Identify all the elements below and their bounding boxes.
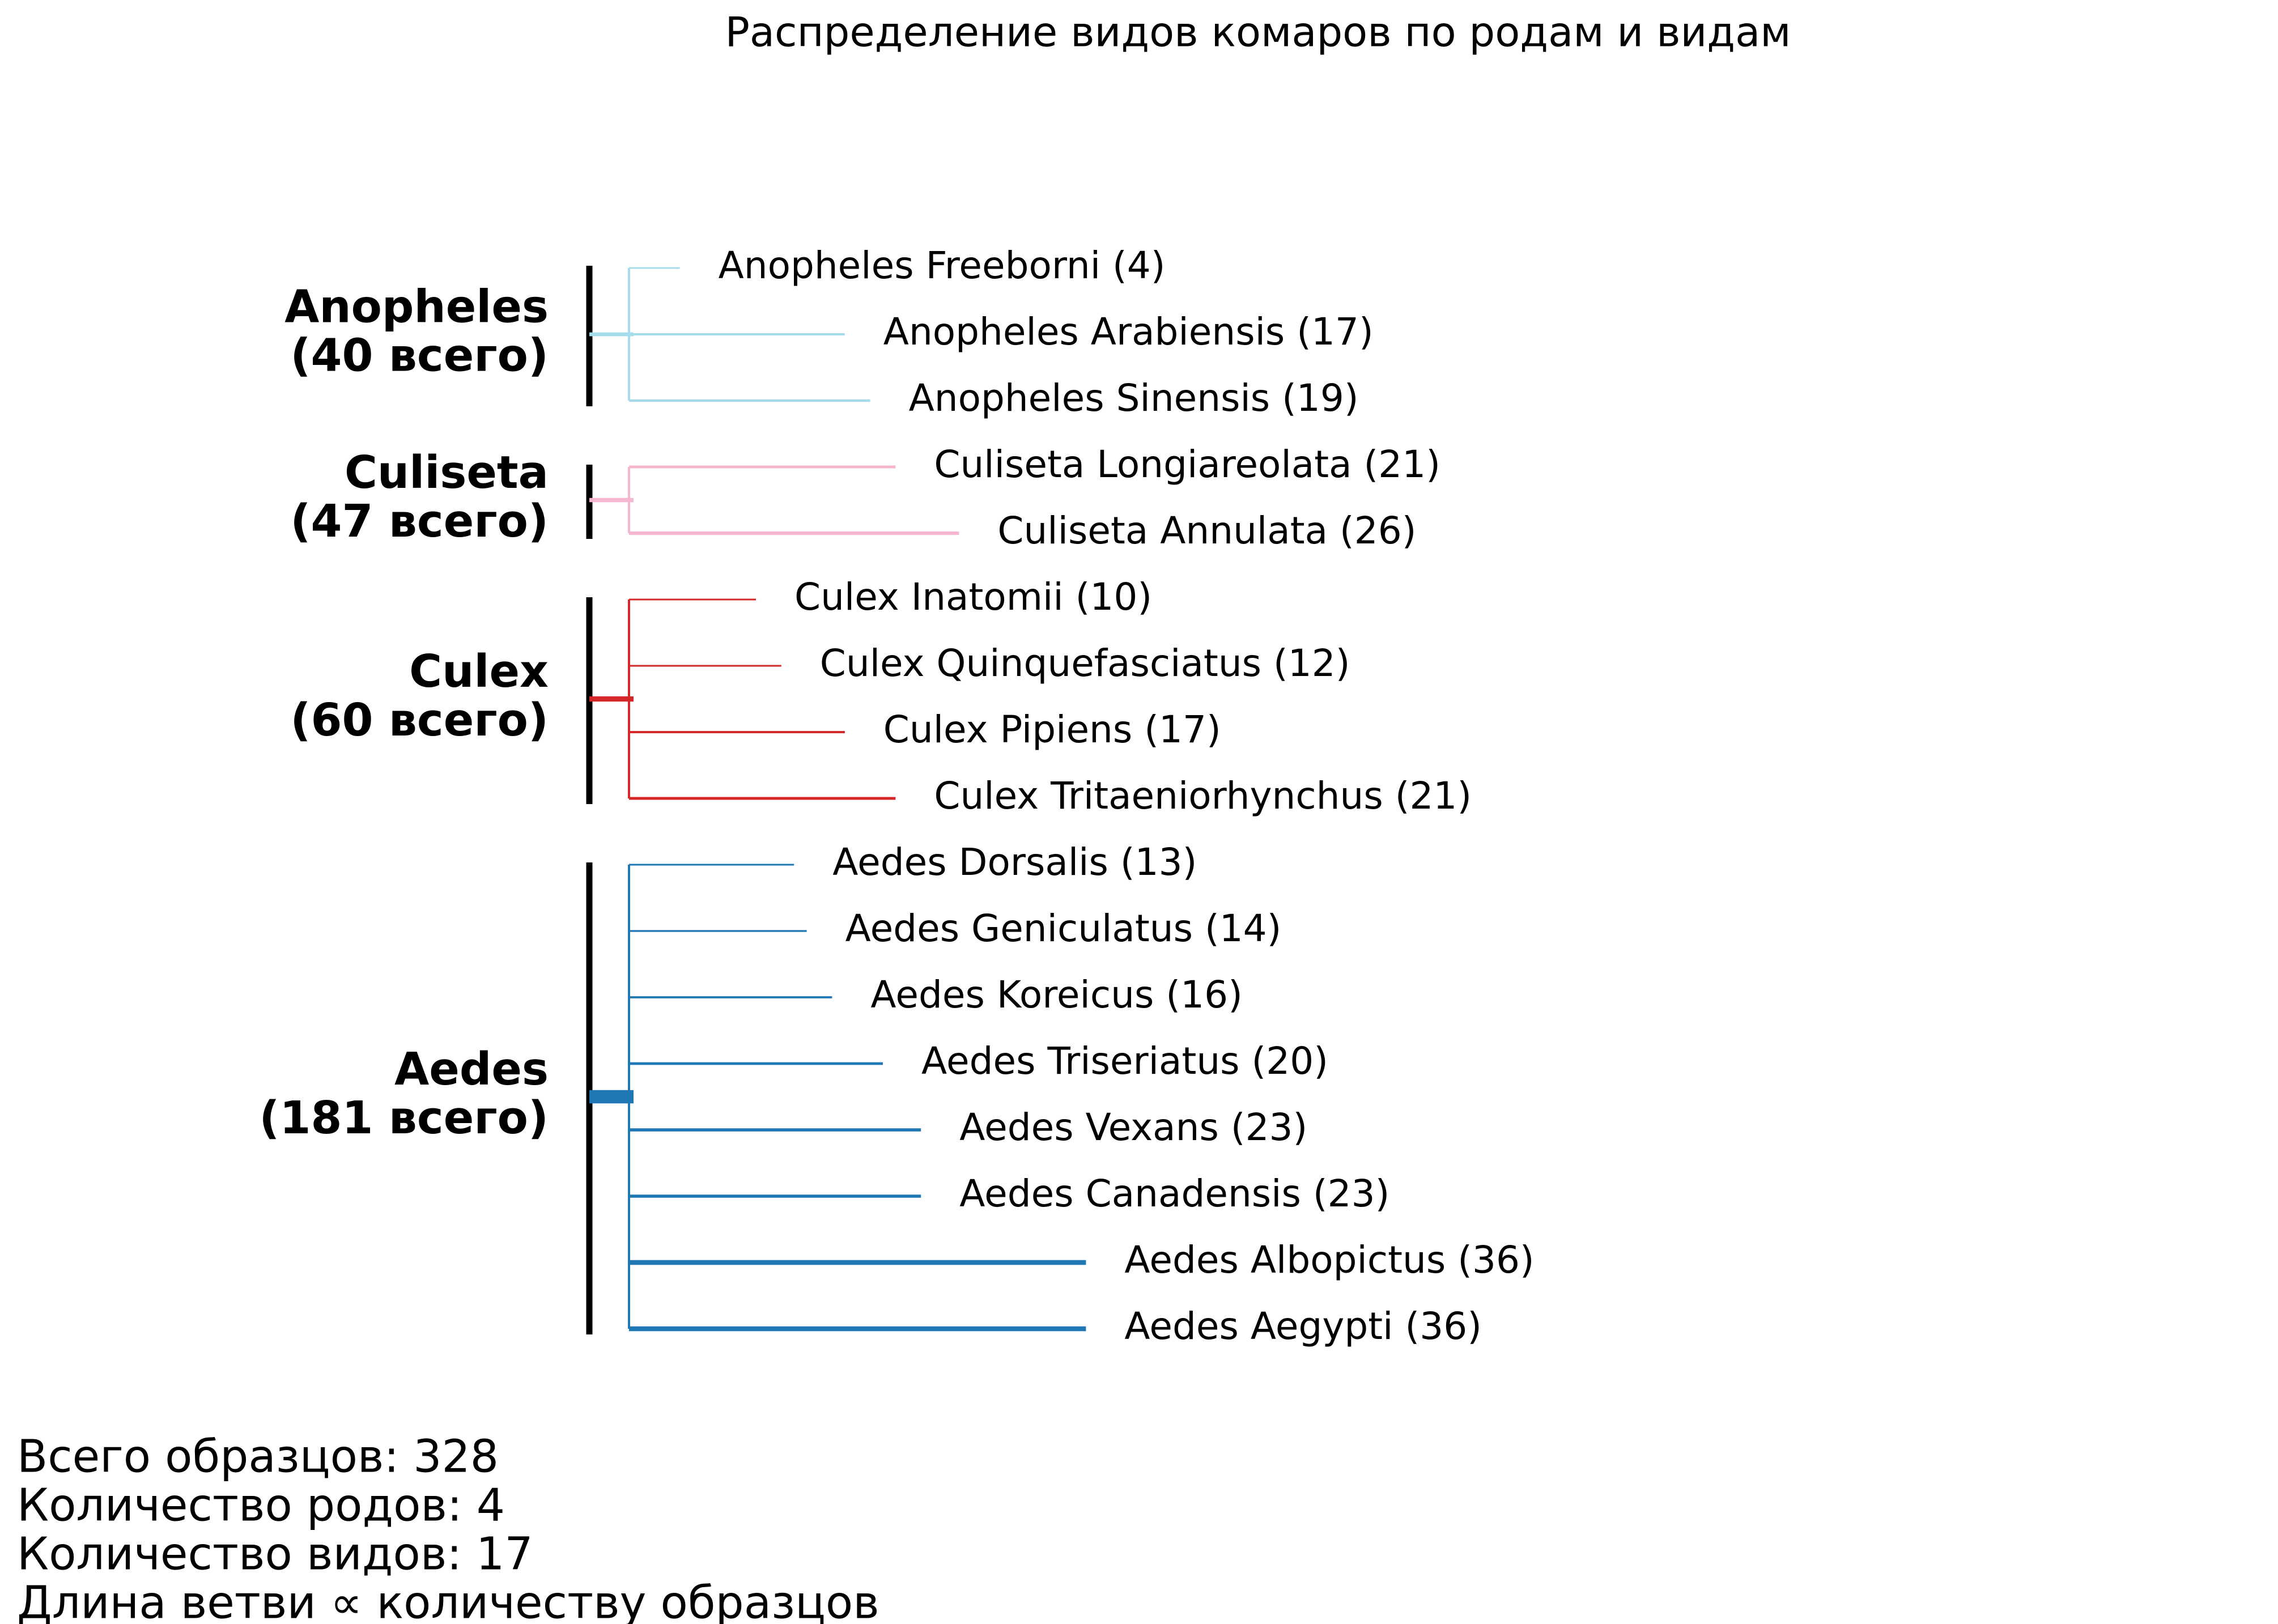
species-label: Anopheles Sinensis (19) <box>909 376 1359 420</box>
genus-group-anopheles: Anopheles(40 всего) Anopheles Freeborni (… <box>284 244 1373 420</box>
species-label: Aedes Aegypti (36) <box>1124 1304 1482 1348</box>
stats-genus-count: Количество родов: 4 <box>17 1479 505 1531</box>
species-label: Anopheles Freeborni (4) <box>719 244 1166 287</box>
species-label: Culex Quinquefasciatus (12) <box>820 641 1350 685</box>
species-label: Culiseta Longiareolata (21) <box>934 443 1440 486</box>
genus-name-aedes: Aedes <box>394 1043 549 1095</box>
genus-total-aedes: (181 всего) <box>259 1092 549 1144</box>
stats-branch-note: Длина ветви ∝ количеству образцов <box>17 1576 879 1624</box>
genus-name-anopheles: Anopheles <box>284 280 549 333</box>
species-label: Culex Pipiens (17) <box>883 708 1221 751</box>
species-label: Aedes Albopictus (36) <box>1124 1238 1534 1282</box>
species-label: Culex Tritaeniorhynchus (21) <box>934 774 1472 818</box>
genus-total-anopheles: (40 всего) <box>290 329 549 381</box>
species-label: Culiseta Annulata (26) <box>997 509 1416 552</box>
stats-species-count: Количество видов: 17 <box>17 1528 533 1580</box>
genus-total-culex: (60 всего) <box>290 694 549 746</box>
genus-name-culiseta: Culiseta <box>345 447 549 499</box>
species-label: Aedes Vexans (23) <box>959 1106 1307 1149</box>
species-label: Aedes Dorsalis (13) <box>832 840 1197 884</box>
tree-layer: Anopheles(40 всего) Anopheles Freeborni (… <box>259 244 1534 1348</box>
genus-group-culiseta: Culiseta(47 всего) Culiseta Longiareolata… <box>290 443 1440 552</box>
diagram-title: Распределение видов комаров по родам и в… <box>725 8 1791 56</box>
genus-total-culiseta: (47 всего) <box>290 495 549 547</box>
species-label: Aedes Koreicus (16) <box>870 973 1242 1017</box>
species-label: Aedes Triseriatus (20) <box>921 1039 1328 1083</box>
species-label: Anopheles Arabiensis (17) <box>883 310 1374 354</box>
species-label: Culex Inatomii (10) <box>794 575 1152 619</box>
stats-block: Всего образцов: 328 Количество родов: 4 … <box>17 1430 879 1624</box>
genus-name-culex: Culex <box>409 645 549 698</box>
genus-group-culex: Culex(60 всего) Culex Inatomii (10) Culex … <box>290 575 1472 818</box>
stats-total-samples: Всего образцов: 328 <box>17 1430 499 1482</box>
species-label: Aedes Geniculatus (14) <box>845 907 1282 950</box>
species-label: Aedes Canadensis (23) <box>959 1172 1389 1215</box>
genus-group-aedes: Aedes(181 всего) Aedes Dorsalis (13) Aedes… <box>259 840 1534 1348</box>
